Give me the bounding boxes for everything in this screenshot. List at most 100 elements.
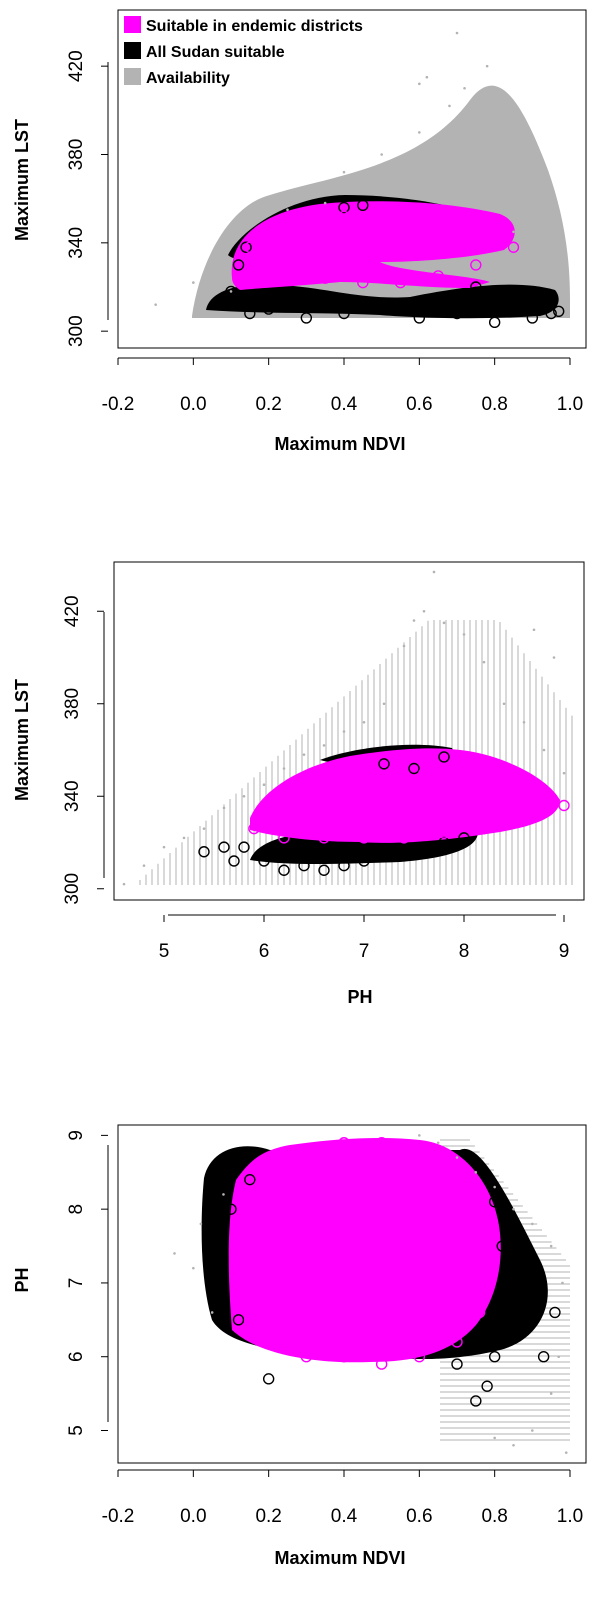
- point-availability: [564, 1451, 568, 1454]
- panel-ndvi-vs-lst: Suitable in endemic districts All Sudan …: [12, 9, 587, 454]
- point-availability: [182, 836, 186, 840]
- point-all-sudan-suitable: [225, 1203, 237, 1215]
- point-all-sudan-suitable: [398, 846, 410, 858]
- point-all-sudan-suitable: [217, 1218, 230, 1230]
- point-all-sudan-suitable: [318, 864, 330, 876]
- point-suitable-in-endemic-districts: [375, 1137, 388, 1149]
- y-tick-label: 5: [66, 1425, 87, 1436]
- point-suitable-in-endemic-districts: [262, 1336, 275, 1348]
- point-all-sudan-suitable: [451, 307, 463, 320]
- point-all-sudan-suitable: [378, 850, 390, 863]
- point-all-sudan-suitable: [358, 855, 370, 867]
- point-all-sudan-suitable: [488, 1196, 501, 1208]
- point-suitable-in-endemic-districts: [478, 822, 490, 835]
- point-availability: [322, 744, 326, 747]
- point-availability: [542, 748, 546, 752]
- point-suitable-in-endemic-districts: [300, 215, 313, 227]
- point-all-sudan-suitable: [545, 307, 557, 320]
- point-all-sudan-suitable: [526, 1314, 539, 1326]
- point-all-sudan-suitable: [240, 241, 252, 253]
- point-suitable-in-endemic-districts: [388, 772, 400, 784]
- point-suitable-in-endemic-districts: [319, 272, 331, 284]
- point-availability: [493, 1185, 496, 1189]
- point-suitable-in-endemic-districts: [357, 276, 369, 289]
- point-all-sudan-suitable: [408, 762, 420, 775]
- point-availability: [418, 1134, 421, 1137]
- point-all-sudan-suitable: [488, 1351, 501, 1363]
- point-all-sudan-suitable: [298, 859, 310, 872]
- point-all-sudan-suitable: [438, 751, 450, 763]
- y-tick-label: 300: [66, 315, 87, 347]
- point-suitable-in-endemic-districts: [451, 1336, 463, 1348]
- x-axis: -0.2 0.0 0.2 0.4 0.6 0.8 1.0: [102, 1469, 583, 1527]
- point-availability: [531, 1222, 534, 1226]
- y-axis: 300 340 380 420: [66, 50, 109, 347]
- point-availability: [122, 882, 126, 886]
- point-suitable-in-endemic-districts: [432, 270, 444, 282]
- legend-swatch-all-sudan: [124, 42, 141, 59]
- suitable-endemic-cloud: [228, 1137, 501, 1363]
- x-tick-label: 0.2: [255, 1506, 281, 1527]
- point-suitable-in-endemic-districts: [248, 822, 260, 835]
- x-tick-label: 1.0: [557, 394, 583, 415]
- point-availability: [418, 131, 421, 134]
- x-axis-title: Maximum NDVI: [274, 1548, 405, 1568]
- point-availability: [192, 1266, 195, 1270]
- point-all-sudan-suitable: [458, 832, 470, 844]
- point-all-sudan-suitable: [375, 298, 388, 311]
- point-all-sudan-suitable: [519, 285, 531, 298]
- point-availability: [522, 720, 526, 724]
- point-availability: [192, 281, 195, 284]
- point-suitable-in-endemic-districts: [281, 268, 294, 280]
- point-all-sudan-suitable: [232, 259, 245, 271]
- x-tick-label: 1.0: [557, 1506, 583, 1527]
- point-all-sudan-suitable: [262, 1373, 275, 1385]
- point-suitable-in-endemic-districts: [398, 832, 410, 844]
- suitable-endemic-cloud: [250, 748, 560, 843]
- point-all-sudan-suitable: [198, 846, 210, 858]
- x-tick-label: 7: [359, 941, 370, 962]
- point-suitable-in-endemic-districts: [418, 767, 430, 779]
- point-suitable-in-endemic-districts: [262, 1181, 275, 1193]
- point-availability: [455, 1156, 459, 1159]
- point-all-sudan-suitable: [258, 855, 270, 867]
- point-suitable-in-endemic-districts: [470, 1218, 482, 1230]
- point-availability: [557, 1355, 560, 1359]
- y-axis: 300 340 380 420: [62, 595, 105, 905]
- point-all-sudan-suitable: [537, 1351, 550, 1363]
- point-suitable-in-endemic-districts: [255, 259, 267, 271]
- point-suitable-in-endemic-districts: [281, 1159, 294, 1171]
- point-suitable-in-endemic-districts: [278, 832, 290, 844]
- point-availability: [448, 104, 451, 108]
- y-tick-label: 8: [66, 1204, 87, 1215]
- x-tick-label: 9: [559, 941, 570, 962]
- point-suitable-in-endemic-districts: [278, 799, 290, 812]
- point-availability: [302, 753, 306, 756]
- point-suitable-in-endemic-districts: [318, 832, 330, 844]
- point-availability: [531, 245, 534, 249]
- point-suitable-in-endemic-districts: [488, 237, 501, 249]
- point-availability: [478, 135, 481, 139]
- point-all-sudan-suitable: [451, 1358, 463, 1370]
- point-availability: [493, 1436, 496, 1440]
- legend-label-availability: Availability: [146, 70, 230, 87]
- legend-swatch-endemic: [124, 16, 141, 33]
- point-suitable-in-endemic-districts: [538, 795, 550, 807]
- point-all-sudan-suitable: [228, 855, 240, 867]
- point-suitable-in-endemic-districts: [558, 799, 570, 812]
- point-suitable-in-endemic-districts: [508, 785, 520, 798]
- point-all-sudan-suitable: [338, 201, 350, 214]
- legend-label-all-sudan: All Sudan suitable: [146, 44, 285, 61]
- point-availability: [455, 31, 459, 35]
- point-availability: [512, 1443, 515, 1447]
- point-availability: [482, 660, 486, 664]
- point-all-sudan-suitable: [496, 1240, 508, 1252]
- y-axis: 5 6 7 8 9: [66, 1130, 109, 1436]
- point-all-sudan-suitable: [507, 294, 520, 306]
- point-availability: [463, 86, 466, 90]
- point-suitable-in-endemic-districts: [438, 827, 450, 839]
- point-suitable-in-endemic-districts: [338, 1137, 350, 1149]
- point-availability: [342, 730, 346, 733]
- point-availability: [474, 170, 478, 174]
